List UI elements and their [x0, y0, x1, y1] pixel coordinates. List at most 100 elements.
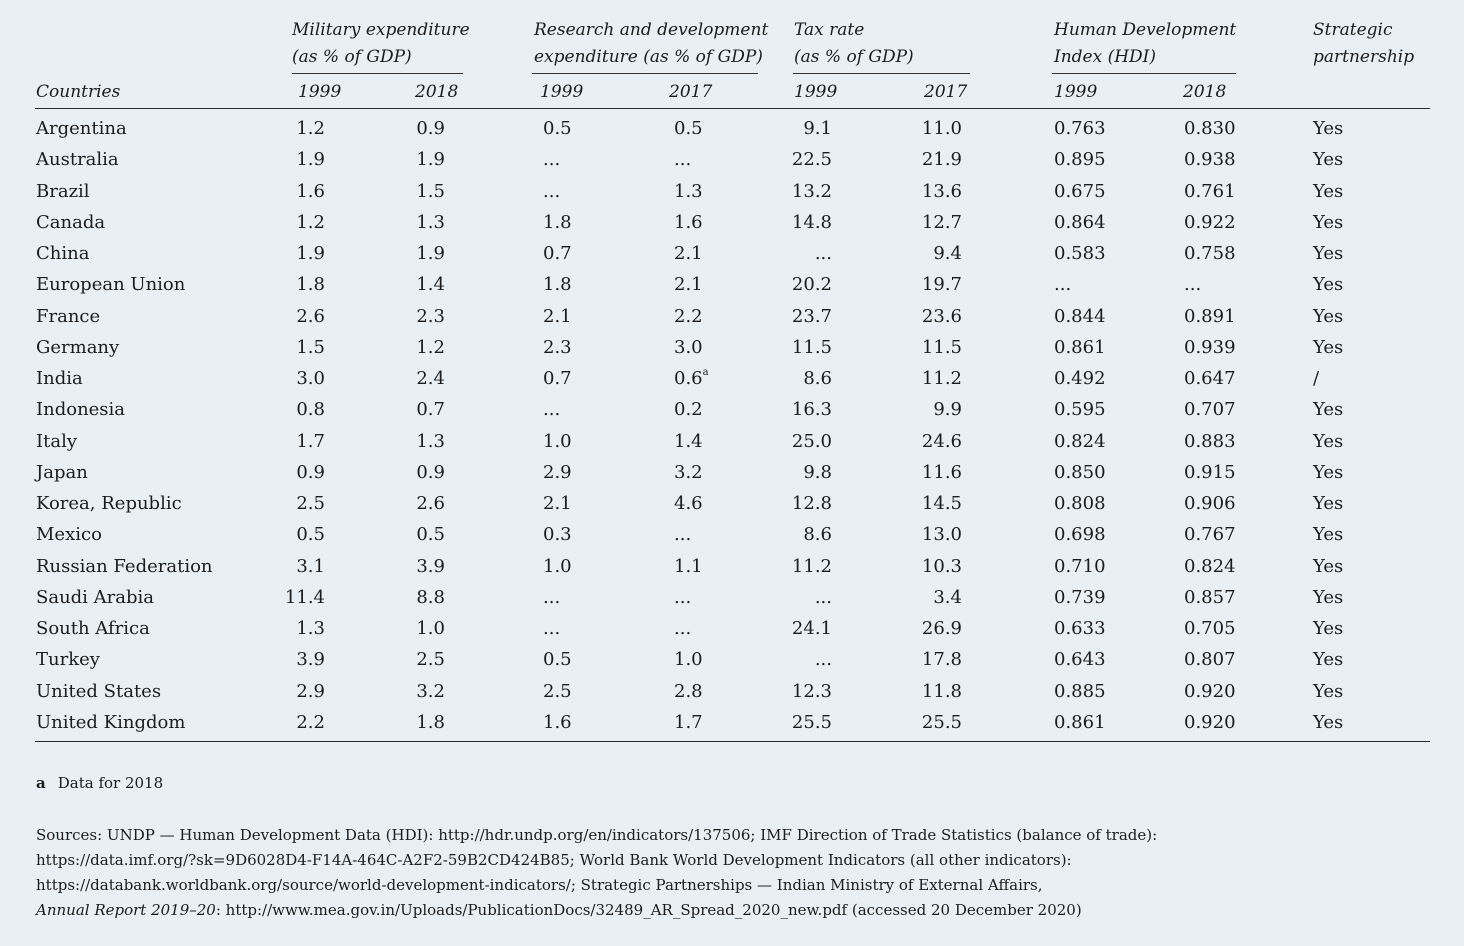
cell-strategic: Yes	[1313, 618, 1344, 639]
cell-hdi-2018: 0.758	[1184, 243, 1236, 264]
year-tax-1999: 1999	[794, 82, 838, 102]
cell-tax-1999: 16.3	[791, 399, 832, 421]
cell-tax-1999: 8.6	[803, 524, 832, 546]
cell-rnd-1999: 0.5	[543, 649, 572, 671]
cell-country: China	[36, 243, 90, 264]
cell-mil-1999: 1.9	[296, 149, 325, 171]
cell-hdi-2018: 0.647	[1184, 368, 1236, 389]
cell-strategic: Yes	[1313, 711, 1344, 733]
cell-strategic: Yes	[1313, 493, 1344, 514]
cell-mil-1999: 1.6	[296, 180, 325, 202]
cell-mil-2018: 1.3	[416, 211, 445, 233]
table-row: Mexico 0.5 0.5 0.3... 8.6 13.0 0.698 0.767 Yes	[0, 519, 1464, 550]
cell-mil-2018: 0.7	[416, 399, 445, 421]
table-row: France 2.6 2.3 2.1 2.2 23.7 23.6 0.844 0.891 Yes	[0, 301, 1464, 332]
table-row: Italy 1.7 1.3 1.0 1.4 25.0 24.6 0.824 0.883 Yes	[0, 426, 1464, 457]
cell-hdi-1999: 0.763	[1054, 118, 1106, 139]
cell-strategic: Yes	[1313, 305, 1344, 327]
cell-tax-1999: 12.3	[791, 680, 832, 702]
cell-rnd-1999: 0.3	[543, 524, 572, 546]
cell-rnd-2017: 2.8	[674, 680, 703, 702]
year-tax-2017: 2017	[924, 82, 968, 102]
cell-rnd-1999: ...	[543, 149, 561, 171]
cell-tax-2017: 11.2	[921, 368, 962, 389]
cell-rnd-1999: 0.7	[543, 368, 572, 389]
footnote-text: Data for 2018	[57, 774, 164, 792]
cell-mil-2018: 1.5	[416, 180, 445, 202]
cell-mil-1999: 2.5	[296, 493, 325, 514]
cell-tax-2017: 9.4	[933, 243, 962, 264]
cell-hdi-1999: 0.861	[1054, 336, 1106, 358]
cell-country: France	[36, 305, 101, 327]
cell-tax-2017: 24.6	[921, 430, 962, 452]
cell-mil-2018: 1.4	[416, 274, 445, 296]
cell-hdi-1999: 0.885	[1054, 680, 1106, 702]
table-row: United Kingdom 2.2 1.8 1.6 1.7 25.5 25.5 0.861 0…	[0, 707, 1464, 738]
rnd-header: Research and development expenditure (as…	[534, 17, 768, 71]
countries-header: Countries	[36, 82, 121, 102]
cell-tax-2017: 19.7	[921, 274, 962, 296]
tax-header-line1: Tax rate	[794, 20, 865, 40]
cell-mil-2018: 1.9	[416, 243, 445, 264]
cell-mil-1999: 0.5	[296, 524, 325, 546]
cell-tax-2017: 3.4	[933, 586, 962, 608]
cell-hdi-1999: 0.595	[1054, 399, 1106, 421]
sources: Sources: UNDP — Human Development Data (…	[36, 823, 1436, 923]
cell-mil-1999: 3.1	[296, 555, 325, 577]
cell-hdi-2018: ...	[1184, 274, 1202, 296]
footnote: a Data for 2018	[36, 772, 163, 794]
cell-tax-1999: 25.0	[791, 430, 832, 452]
cell-rnd-1999: 2.3	[543, 336, 572, 358]
tax-header: Tax rate (as % of GDP)	[794, 17, 914, 71]
cell-tax-2017: 9.9	[933, 399, 962, 421]
cell-hdi-2018: 0.857	[1184, 586, 1236, 608]
cell-rnd-2017: 1.1	[674, 555, 703, 577]
cell-strategic: Yes	[1313, 399, 1344, 421]
table-row: Argentina 1.2 0.9 0.5 0.5 9.1 11.0 0.763 0.830 Ye…	[0, 113, 1464, 144]
cell-rnd-1999: 1.6	[543, 711, 572, 733]
cell-hdi-1999: 0.895	[1054, 149, 1106, 171]
cell-tax-1999: ...	[814, 243, 832, 264]
cell-mil-2018: 1.2	[416, 336, 445, 358]
strategic-header: Strategic partnership	[1313, 17, 1414, 71]
cell-mil-2018: 3.2	[416, 680, 445, 702]
cell-country: South Africa	[36, 618, 150, 639]
cell-rnd-1999: 1.0	[543, 430, 572, 452]
cell-tax-2017: 26.9	[921, 618, 962, 639]
cell-hdi-2018: 0.922	[1184, 211, 1236, 233]
table-row: Saudi Arabia 11.4 8.8......... 3.4 0.739 0.85…	[0, 582, 1464, 613]
cell-rnd-2017: 1.4	[674, 430, 703, 452]
cell-rnd-2017: 3.2	[674, 461, 703, 483]
year-rnd-2017: 2017	[669, 82, 713, 102]
military-header-rule	[292, 73, 463, 74]
table-bottom-rule	[35, 741, 1430, 742]
cell-tax-2017: 25.5	[921, 711, 962, 733]
cell-tax-2017: 23.6	[921, 305, 962, 327]
cell-hdi-1999: 0.844	[1054, 305, 1106, 327]
cell-hdi-1999: 0.864	[1054, 211, 1106, 233]
cell-mil-1999: 2.9	[296, 680, 325, 702]
rnd-header-line2: expenditure (as % of GDP)	[534, 47, 763, 67]
cell-country: Korea, Republic	[36, 493, 182, 514]
cell-rnd-2017: ...	[674, 618, 692, 639]
cell-hdi-1999: 0.492	[1054, 368, 1106, 389]
cell-hdi-1999: 0.710	[1054, 555, 1106, 577]
cell-country: United States	[36, 680, 162, 702]
cell-hdi-1999: 0.808	[1054, 493, 1106, 514]
cell-strategic: Yes	[1313, 211, 1344, 233]
cell-mil-2018: 2.4	[416, 368, 445, 389]
cell-rnd-1999: 2.9	[543, 461, 572, 483]
cell-mil-2018: 0.9	[416, 118, 445, 139]
cell-hdi-2018: 0.939	[1184, 336, 1236, 358]
cell-mil-2018: 0.9	[416, 461, 445, 483]
cell-country: Brazil	[36, 180, 90, 202]
cell-mil-2018: 2.3	[416, 305, 445, 327]
cell-rnd-2017: 1.0	[674, 649, 703, 671]
cell-strategic: Yes	[1313, 274, 1344, 296]
cell-mil-2018: 1.3	[416, 430, 445, 452]
cell-hdi-2018: 0.883	[1184, 430, 1236, 452]
cell-mil-1999: 1.2	[296, 211, 325, 233]
cell-mil-1999: 3.0	[296, 368, 325, 389]
cell-tax-2017: 17.8	[921, 649, 962, 671]
cell-mil-2018: 8.8	[416, 586, 445, 608]
